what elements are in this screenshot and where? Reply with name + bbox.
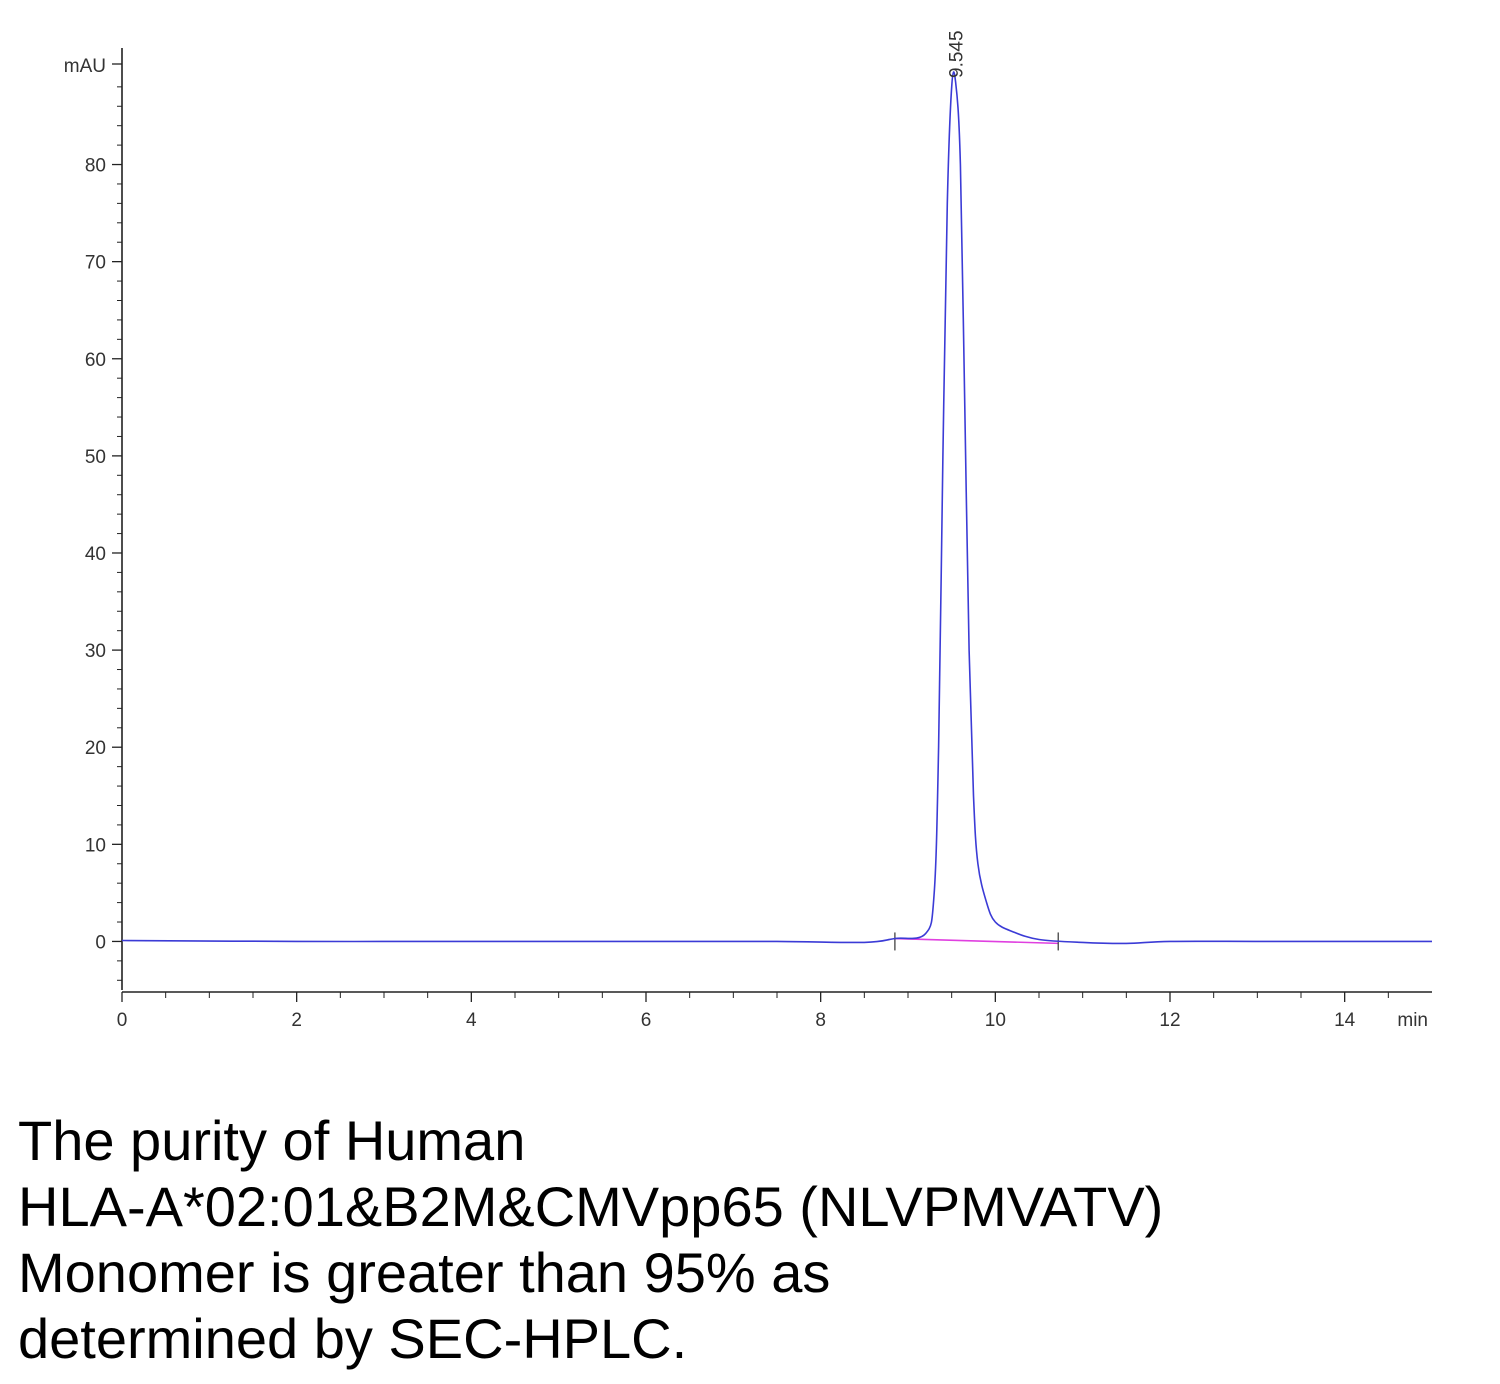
y-axis-label: mAU [64,56,106,77]
chromatogram-trace [121,71,1433,945]
y-tick-label: 80 [85,156,106,177]
y-tick-label: 30 [85,641,106,662]
x-tick-label: 12 [1159,1010,1180,1031]
purity-caption: The purity of Human HLA-A*02:01&B2M&CMVp… [18,1108,1488,1372]
x-tick-label: 4 [466,1010,477,1031]
caption-line-1: The purity of Human [18,1109,526,1172]
caption-line-2: HLA-A*02:01&B2M&CMVpp65 (NLVPMVATV) [18,1175,1164,1238]
caption-line-4: determined by SEC-HPLC. [18,1307,688,1370]
y-tick-label: 0 [95,932,106,953]
x-tick-label: 0 [117,1010,128,1031]
y-tick-label: 40 [85,544,106,565]
chromatogram-chart: 0 10 20 30 40 50 60 70 80 mAU 0 2 4 6 8 10 12 14 min 9.545 [64,30,1433,1031]
x-tick-label: 14 [1334,1010,1356,1031]
x-tick-label: 6 [641,1010,652,1031]
caption-line-3: Monomer is greater than 95% as [18,1241,831,1304]
x-tick-label: 2 [291,1010,302,1031]
y-tick-label: 50 [85,447,106,468]
x-tick-label: 8 [815,1010,826,1031]
x-axis-label: min [1397,1010,1428,1031]
y-tick-label: 20 [85,738,106,759]
peak-retention-label: 9.545 [947,30,968,78]
y-tick-label: 60 [85,350,106,371]
integration-baseline [894,937,1059,945]
chart-svg: 0 10 20 30 40 50 60 70 80 mAU 0 2 4 6 8 10 12 14 min 9.545 [64,30,1433,1031]
y-tick-label: 70 [85,253,106,274]
y-tick-label: 10 [85,835,106,856]
x-tick-label: 10 [985,1010,1006,1031]
